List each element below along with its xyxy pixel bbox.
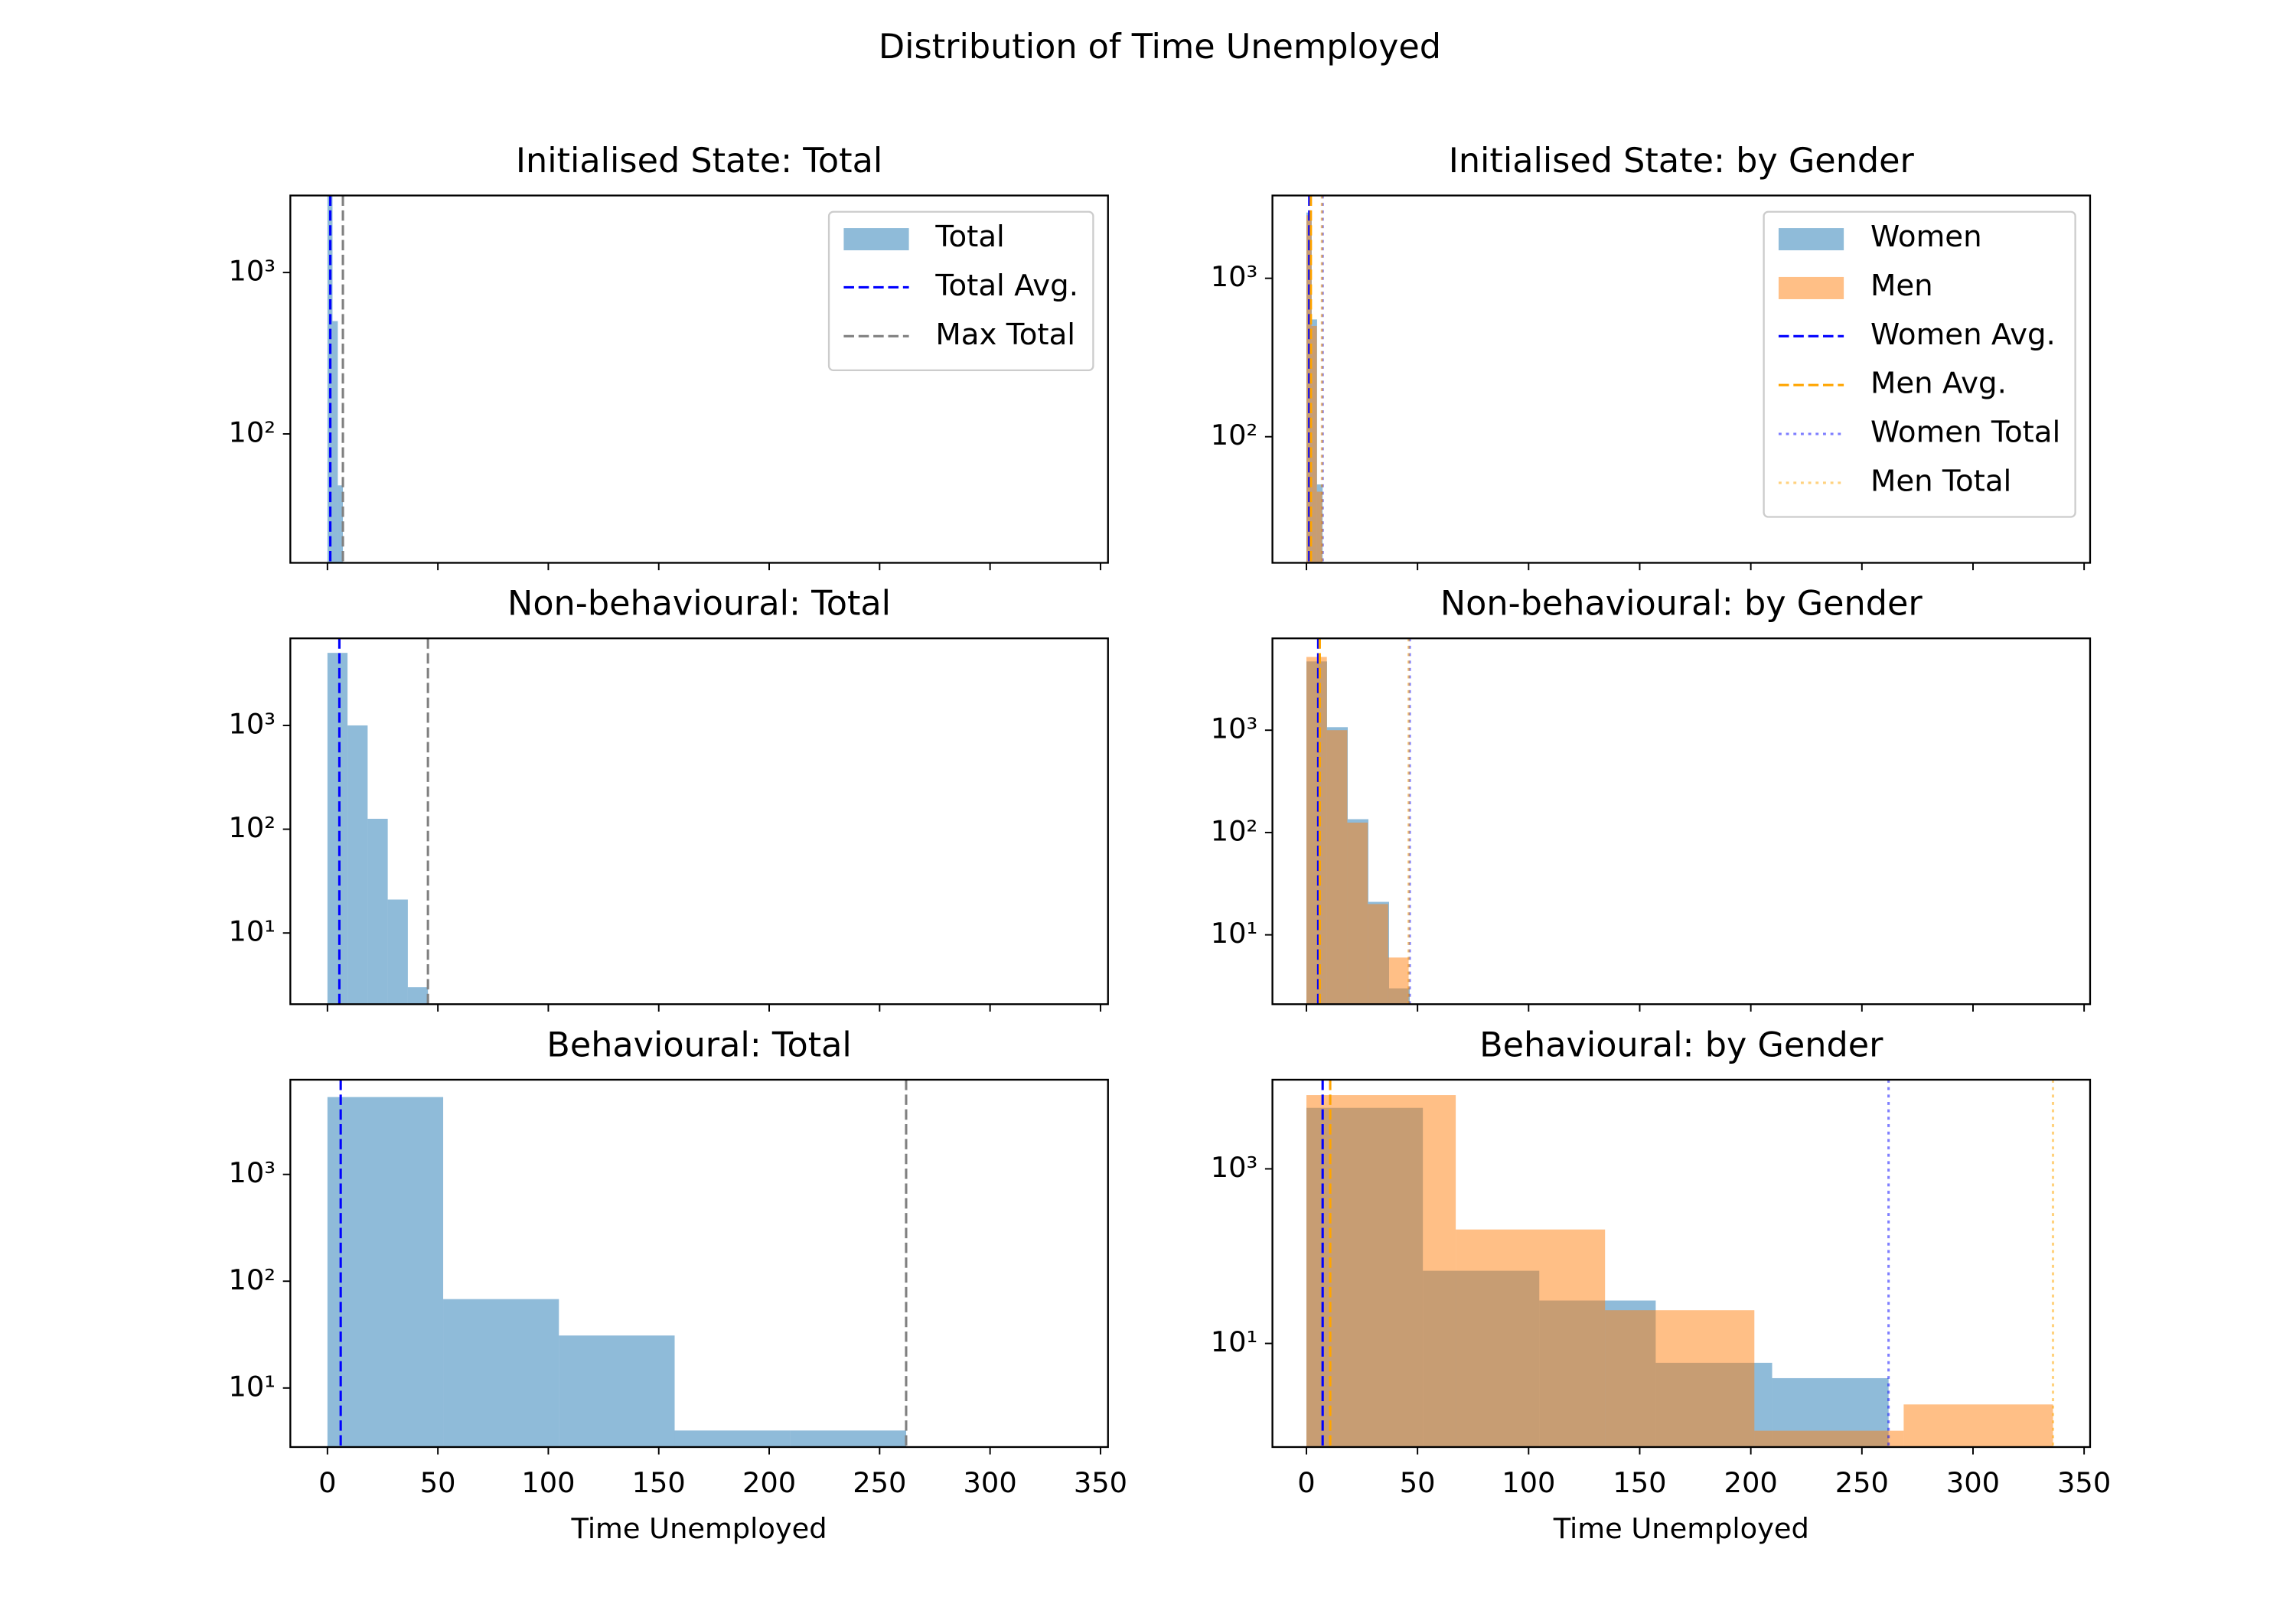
- histogram-bar: [1368, 904, 1388, 1005]
- subplot-title: Initialised State: by Gender: [1449, 142, 1915, 181]
- legend-label: Max Total: [935, 318, 1075, 352]
- x-tick-label: 0: [318, 1466, 336, 1499]
- x-tick-label: 300: [1946, 1466, 2000, 1499]
- histogram-bar: [1388, 957, 1409, 1005]
- y-tick-label: 10²: [228, 811, 276, 844]
- histogram-bar: [327, 653, 348, 1005]
- y-tick-label: 10¹: [228, 915, 276, 948]
- subplot: Non-behavioural: Total 10¹ 10² 10³: [228, 585, 1109, 1012]
- axes-frame: [289, 1078, 1109, 1449]
- legend: Women Men Women Avg. Men Avg. Women Total Men…: [1763, 210, 2076, 518]
- axes-frame: [289, 194, 1109, 564]
- x-tick-label: 250: [853, 1466, 906, 1499]
- histogram-bar: [387, 899, 408, 1005]
- x-tick-label: 250: [1835, 1466, 1889, 1499]
- histogram-bar: [1754, 1430, 1904, 1447]
- y-tick-label: 10²: [228, 416, 276, 449]
- x-axis-label: Time Unemployed: [1553, 1512, 1809, 1545]
- x-tick-label: 100: [521, 1466, 575, 1499]
- subplot-title: Non-behavioural: by Gender: [1440, 585, 1923, 624]
- histogram-bar: [347, 725, 368, 1005]
- y-tick-label: 10²: [1211, 419, 1258, 451]
- legend-label: Total Avg.: [934, 269, 1078, 303]
- y-tick-label: 10¹: [228, 1370, 276, 1403]
- legend-label: Women Avg.: [1870, 318, 2056, 352]
- plot-area: [1306, 1079, 2055, 1447]
- x-tick-label: 350: [2057, 1466, 2111, 1499]
- histogram-bar: [1347, 822, 1368, 1005]
- histogram-bar: [559, 1335, 675, 1447]
- legend-label: Men Total: [1870, 464, 2011, 498]
- histogram-bar: [1605, 1310, 1755, 1447]
- histogram-bar: [1306, 1095, 1456, 1447]
- legend-swatch: [1778, 228, 1844, 251]
- y-tick-label: 10¹: [1211, 1325, 1258, 1358]
- legend-label: Total: [934, 220, 1004, 254]
- x-tick-label: 200: [1724, 1466, 1778, 1499]
- y-tick-label: 10²: [228, 1263, 276, 1296]
- x-tick-label: 350: [1074, 1466, 1127, 1499]
- legend-label: Women: [1870, 220, 1982, 254]
- histogram-bar: [338, 485, 344, 563]
- plot-area: [1306, 638, 1411, 1005]
- subplot-title: Behavioural: Total: [546, 1025, 852, 1064]
- axes-frame: [289, 637, 1109, 1006]
- subplot: Initialised State: Total10²10³TotalTotal…: [228, 142, 1109, 571]
- legend: Total Total Avg. Max Total: [827, 210, 1094, 372]
- legend-label: Women Total: [1870, 416, 2060, 450]
- histogram-bar: [1903, 1404, 2053, 1447]
- x-axis-label: Time Unemployed: [571, 1512, 827, 1545]
- x-tick-label: 150: [1613, 1466, 1666, 1499]
- y-tick-label: 10³: [228, 707, 276, 740]
- y-tick-label: 10¹: [1211, 917, 1258, 950]
- subplot: Behavioural: by Gender 0 50 100 150 200 250 300…: [1211, 1025, 2112, 1544]
- histogram-bar: [332, 321, 338, 563]
- plot-area: [327, 638, 429, 1005]
- y-tick-label: 10³: [1211, 260, 1258, 293]
- y-tick-label: 10³: [228, 255, 276, 288]
- x-tick-label: 200: [742, 1466, 796, 1499]
- histogram-bar: [1311, 325, 1317, 563]
- x-tick-label: 100: [1502, 1466, 1555, 1499]
- plot-area: [327, 1079, 908, 1447]
- histogram-bar: [790, 1430, 906, 1447]
- axes-frame: [1271, 1078, 2092, 1449]
- x-tick-label: 50: [1400, 1466, 1436, 1499]
- axes-frame: [1271, 194, 2092, 564]
- plot-area: [1306, 195, 1324, 563]
- subplot-title: Initialised State: Total: [516, 142, 882, 181]
- y-tick-label: 10³: [228, 1156, 276, 1189]
- y-tick-label: 10²: [1211, 814, 1258, 847]
- legend-box: [827, 210, 1094, 372]
- legend-swatch: [1778, 276, 1844, 299]
- subplot-title: Behavioural: by Gender: [1479, 1025, 1883, 1064]
- figure-title: Distribution of Time Unemployed: [879, 28, 1441, 67]
- y-tick-label: 10³: [1211, 1151, 1258, 1184]
- histogram-bar: [1316, 491, 1322, 563]
- legend-label: Men Avg.: [1870, 367, 2007, 401]
- histogram-bar: [1306, 657, 1327, 1005]
- axes-frame: [1271, 637, 2092, 1006]
- histogram-bar: [367, 818, 388, 1005]
- histogram-bar: [407, 987, 429, 1005]
- histogram-bar: [1326, 730, 1348, 1005]
- subplot: Non-behavioural: by Gender 10¹ 10² 10³: [1211, 585, 2092, 1012]
- subplot-title: Non-behavioural: Total: [507, 585, 891, 624]
- x-tick-label: 150: [632, 1466, 686, 1499]
- plot-area: [327, 195, 344, 563]
- y-tick-label: 10³: [1211, 712, 1258, 745]
- histogram-bar: [674, 1430, 791, 1447]
- subplot: Behavioural: Total 0 50 100 150 200 250 300 350 1…: [228, 1025, 1127, 1544]
- histogram-bar: [1456, 1229, 1606, 1447]
- x-tick-label: 50: [420, 1466, 456, 1499]
- legend-label: Men: [1870, 269, 1933, 303]
- x-tick-label: 0: [1297, 1466, 1315, 1499]
- histogram-bar: [443, 1299, 559, 1447]
- legend-swatch: [843, 228, 909, 251]
- x-tick-label: 300: [964, 1466, 1017, 1499]
- subplot: Initialised State: by Gender 10² 10³ Women M…: [1211, 142, 2092, 571]
- histogram-bar: [327, 1097, 444, 1447]
